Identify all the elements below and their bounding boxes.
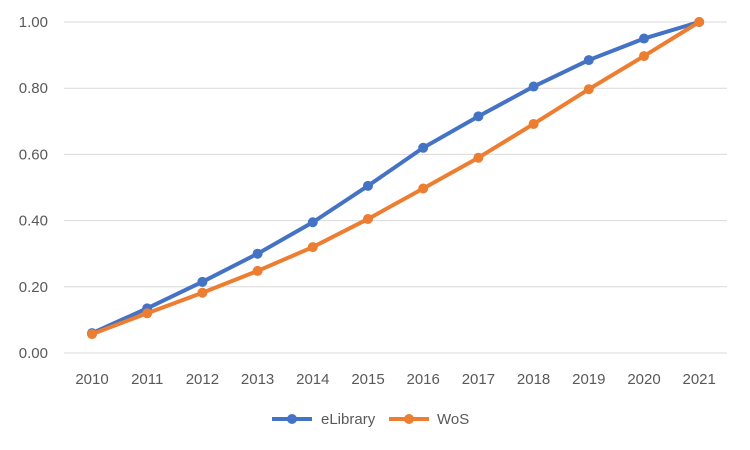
legend-item-elibrary: eLibrary <box>272 411 376 428</box>
data-point <box>583 84 594 95</box>
y-tick-label: 1.00 <box>19 14 48 31</box>
x-tick-label: 2021 <box>683 371 716 388</box>
legend-item-wos: WoS <box>389 411 469 428</box>
y-tick-label: 0.20 <box>19 279 48 296</box>
legend-label: eLibrary <box>321 411 376 428</box>
y-tick-label: 0.40 <box>19 213 48 230</box>
y-tick-label: 0.80 <box>19 80 48 97</box>
legend-label: WoS <box>437 411 469 428</box>
x-tick-label: 2016 <box>407 371 440 388</box>
y-axis-tick-labels: 0.00 0.20 0.40 0.60 0.80 1.00 <box>19 14 48 362</box>
x-tick-label: 2015 <box>351 371 384 388</box>
x-tick-label: 2011 <box>131 371 163 388</box>
legend-swatch-marker <box>287 414 297 424</box>
data-point <box>197 287 208 298</box>
x-tick-label: 2018 <box>517 371 550 388</box>
data-point <box>528 81 539 92</box>
data-point <box>363 180 373 191</box>
x-tick-label: 2013 <box>241 371 274 388</box>
data-point <box>418 183 429 194</box>
data-point <box>528 118 539 129</box>
data-point <box>473 152 484 163</box>
data-point <box>639 33 649 44</box>
gridlines <box>64 21 727 354</box>
x-tick-label: 2012 <box>186 371 219 388</box>
x-tick-label: 2019 <box>572 371 605 388</box>
x-tick-label: 2010 <box>75 371 108 388</box>
data-point <box>142 308 153 319</box>
data-point <box>87 329 97 340</box>
data-point <box>694 17 705 27</box>
data-point <box>363 213 373 224</box>
series-elibrary <box>87 17 705 339</box>
series-lines <box>87 17 705 340</box>
y-tick-label: 0.00 <box>19 345 48 362</box>
series-wos <box>87 17 705 340</box>
x-tick-label: 2017 <box>462 371 495 388</box>
data-point <box>307 217 318 228</box>
x-axis-tick-labels: 2010 2011 2012 2013 2014 2015 2016 2017 2018 2019… <box>75 371 716 388</box>
data-point <box>473 111 484 122</box>
series-line <box>90 20 702 336</box>
y-tick-label: 0.60 <box>19 146 48 163</box>
data-point <box>418 142 429 153</box>
legend: eLibrary WoS <box>272 411 469 428</box>
x-tick-label: 2020 <box>627 371 660 388</box>
data-point <box>583 55 594 66</box>
data-point <box>197 276 208 287</box>
series-line <box>90 20 702 337</box>
data-point <box>307 242 318 253</box>
x-tick-label: 2014 <box>296 371 329 388</box>
data-point <box>252 248 263 259</box>
data-point <box>252 265 263 276</box>
legend-swatch-marker <box>404 414 414 424</box>
data-point <box>639 51 649 62</box>
